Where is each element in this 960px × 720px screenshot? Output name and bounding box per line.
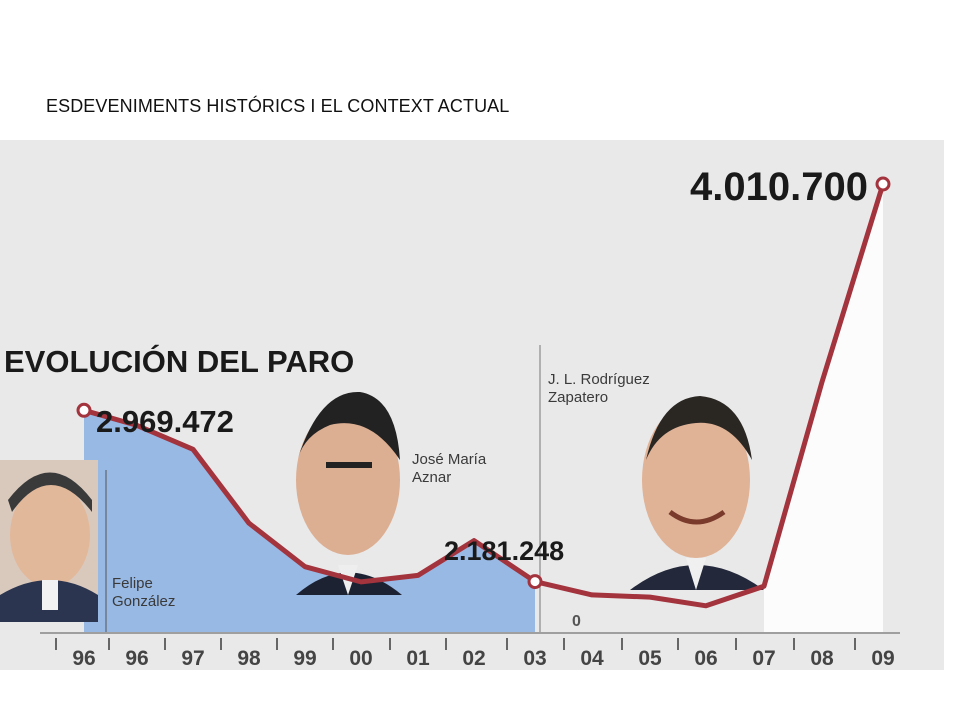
- x-tick-label-14: 09: [871, 647, 894, 670]
- x-tick-label-3: 98: [237, 647, 261, 670]
- chart-panel: 2.969.472 2.181.248 4.010.700 Felipe Gonzál…: [0, 140, 944, 670]
- axis-zero-label: 0: [572, 613, 581, 630]
- data-label-0: 2.969.472: [96, 404, 234, 439]
- x-tick-label-11: 06: [694, 647, 717, 670]
- x-tick-label-4: 99: [293, 647, 316, 670]
- period-label-1: José María Aznar: [412, 451, 487, 486]
- x-tick-label-13: 08: [810, 647, 834, 670]
- zapatero-portrait: [630, 396, 764, 590]
- data-point-14: [875, 176, 891, 192]
- x-tick-label-8: 03: [523, 647, 546, 670]
- jose-maria-aznar-portrait: [296, 391, 402, 595]
- x-tick-label-1: 96: [125, 647, 148, 670]
- unemployment-chart: 2.969.472 2.181.248 4.010.700 Felipe Gonzál…: [0, 165, 900, 670]
- x-tick-label-12: 07: [752, 647, 775, 670]
- period-label-2: J. L. Rodríguez Zapatero: [548, 371, 650, 406]
- x-tick-label-5: 00: [349, 647, 372, 670]
- x-tick-label-0: 96: [72, 647, 95, 670]
- shaded-area-rise: [764, 184, 883, 632]
- shaded-area-period: [84, 410, 535, 632]
- series-line: [83, 183, 886, 609]
- data-label-14: 4.010.700: [690, 165, 868, 209]
- x-tick-label-7: 02: [462, 647, 485, 670]
- chart-title: EVOLUCIÓN DEL PARO: [4, 343, 354, 379]
- felipe-gonzalez-portrait: [0, 460, 98, 622]
- data-point-0: [76, 402, 92, 418]
- slide-title: ESDEVENIMENTS HISTÓRICS I EL CONTEXT ACT…: [46, 96, 510, 116]
- x-tick-label-10: 05: [638, 647, 662, 670]
- period-label-0: Felipe González: [112, 575, 175, 610]
- x-tick-label-6: 01: [406, 647, 430, 670]
- x-tick-label-2: 97: [181, 647, 204, 670]
- data-point-8: [527, 574, 543, 590]
- x-tick-label-9: 04: [580, 647, 604, 670]
- data-label-8: 2.181.248: [444, 536, 564, 566]
